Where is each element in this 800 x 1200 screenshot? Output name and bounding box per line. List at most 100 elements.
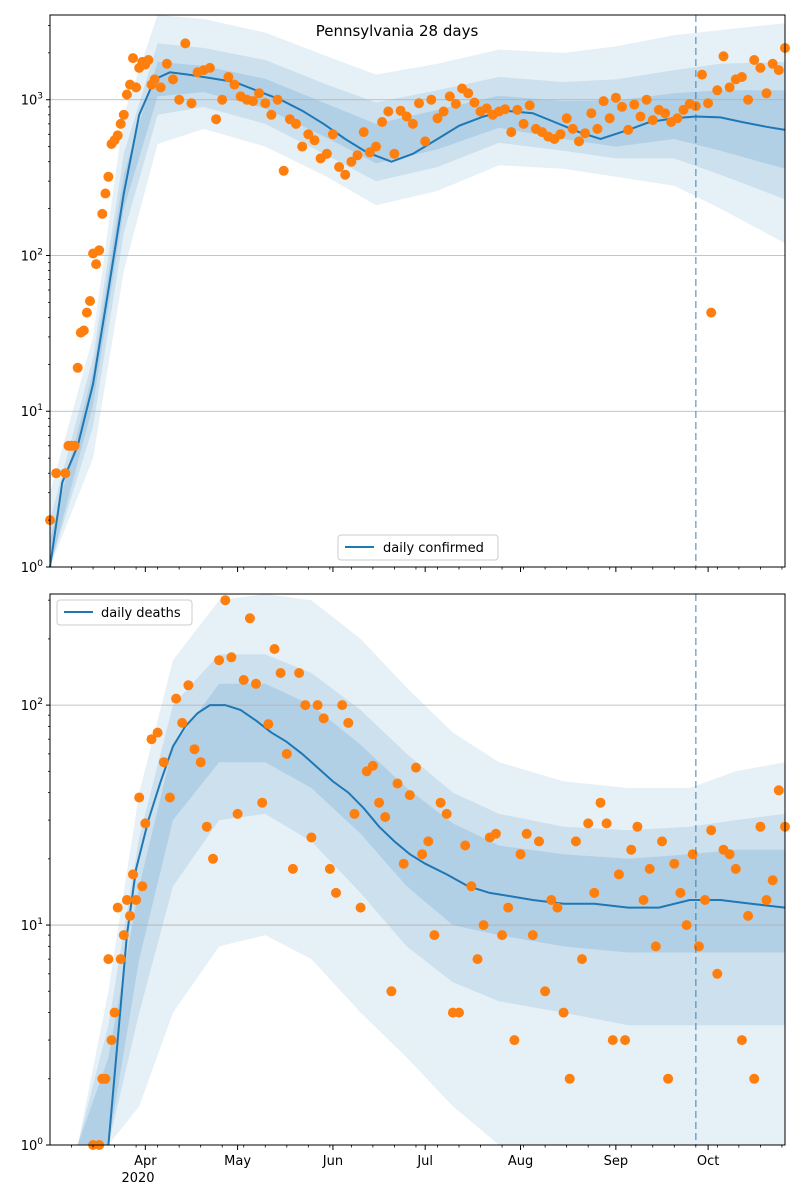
- bottom-observed-point: [100, 1073, 111, 1084]
- bottom-observed-point: [195, 757, 206, 768]
- bottom-observed-point: [131, 895, 142, 905]
- top-observed-point: [377, 117, 388, 127]
- bottom-observed-point: [577, 954, 587, 965]
- top-observed-point: [340, 169, 351, 180]
- top-observed-point: [121, 89, 132, 100]
- top-observed-point: [592, 123, 603, 134]
- top-ytick-exponent: 1: [37, 403, 43, 413]
- top-observed-point: [755, 62, 766, 73]
- bottom-observed-point: [232, 808, 243, 819]
- bottom-observed-point: [324, 863, 335, 874]
- bottom-observed-point: [367, 760, 378, 771]
- bottom-model-line: [107, 704, 786, 1146]
- top-observed-point: [168, 74, 178, 85]
- top-observed-point: [610, 92, 621, 103]
- top-observed-point: [155, 82, 166, 93]
- bottom-observed-point: [669, 858, 680, 869]
- top-observed-point: [118, 109, 129, 120]
- top-observed-point: [463, 88, 474, 99]
- top-observed-point: [91, 259, 102, 270]
- top-observed-point: [358, 127, 369, 138]
- bottom-observed-point: [607, 1035, 618, 1046]
- bottom-observed-point: [509, 1035, 520, 1046]
- bottom-observed-point: [275, 668, 286, 678]
- top-ytick-exponent: 3: [37, 92, 43, 102]
- bottom-gridlines: [50, 704, 785, 926]
- top-observed-point: [697, 69, 707, 80]
- bottom-observed-point: [109, 1007, 120, 1018]
- bottom-xtick-label: Sep: [604, 1154, 629, 1169]
- bottom-observed-point: [613, 869, 624, 880]
- bottom-observed-point: [386, 986, 397, 997]
- bottom-observed-point: [189, 744, 200, 755]
- bottom-legend-box: [56, 599, 193, 626]
- bottom-observed-point: [106, 1035, 117, 1046]
- top-observed-point: [500, 104, 511, 115]
- bottom-observed-point: [503, 902, 514, 913]
- bottom-observed-point: [712, 968, 723, 979]
- top-observed-point: [229, 79, 240, 90]
- bottom-observed-point: [404, 790, 415, 801]
- top-observed-point: [518, 118, 529, 129]
- top-observed-point: [773, 65, 784, 76]
- top-observed-point: [291, 118, 301, 129]
- bottom-model-series-line: [107, 704, 786, 1146]
- top-observed-point: [174, 94, 185, 105]
- bottom-observed-point: [158, 757, 169, 768]
- bottom-observed-point: [472, 954, 483, 965]
- top-observed-point: [586, 108, 597, 119]
- bottom-observed-point: [121, 895, 132, 905]
- bottom-observed-point: [552, 902, 563, 913]
- top-observed-point: [266, 109, 277, 120]
- bottom-observed-point: [238, 675, 249, 685]
- top-observed-point: [678, 104, 689, 115]
- bottom-observed-point: [349, 808, 360, 819]
- bottom-observed-point: [112, 902, 123, 913]
- bottom-observed-point: [300, 700, 311, 711]
- top-observed-point: [352, 150, 363, 161]
- top-observed-point: [574, 136, 584, 147]
- bottom-observed-point: [540, 986, 551, 997]
- top-observed-point: [444, 91, 455, 102]
- top-observed-point: [303, 129, 314, 140]
- bottom-observed-point: [749, 1073, 760, 1084]
- top-observed-point: [604, 113, 615, 124]
- top-observed-point: [706, 307, 717, 318]
- bottom-observed-points: [88, 595, 790, 1150]
- bottom-observed-point: [681, 920, 692, 931]
- bottom-observed-point: [251, 678, 261, 689]
- top-ytick-exponent: 2: [37, 247, 43, 257]
- bottom-observed-point: [675, 887, 686, 898]
- bottom-legend: daily deaths: [56, 599, 193, 626]
- bottom-observed-point: [589, 887, 600, 898]
- top-legend-label: daily confirmed: [383, 541, 484, 556]
- top-observed-point: [647, 115, 658, 126]
- top-observed-point: [623, 124, 634, 135]
- bottom-observed-point: [294, 668, 305, 678]
- bottom-observed-point: [490, 828, 501, 839]
- top-observed-point: [161, 58, 172, 69]
- bottom-observed-point: [620, 1035, 631, 1046]
- bottom-observed-point: [595, 797, 606, 808]
- top-observed-point: [420, 136, 431, 147]
- top-x-axis: [71, 567, 783, 572]
- bottom-observed-point: [208, 853, 218, 864]
- bottom-observed-point: [183, 680, 194, 691]
- bottom-observed-point: [663, 1073, 674, 1084]
- top-observed-point: [718, 51, 729, 62]
- bottom-observed-point: [164, 792, 175, 803]
- bottom-observed-point: [761, 895, 772, 905]
- bottom-xtick-label: Jul: [416, 1154, 433, 1169]
- bottom-observed-point: [374, 797, 385, 808]
- bottom-band-middle: [77, 654, 785, 1145]
- bottom-observed-point: [355, 902, 366, 913]
- bottom-observed-point: [146, 734, 157, 745]
- bottom-observed-point: [767, 875, 778, 886]
- bottom-observed-point: [140, 818, 151, 829]
- bottom-observed-point: [380, 812, 391, 822]
- top-confidence-bands: [50, 15, 785, 568]
- bottom-observed-point: [220, 595, 231, 606]
- top-observed-point: [143, 55, 154, 65]
- top-observed-point: [180, 38, 191, 49]
